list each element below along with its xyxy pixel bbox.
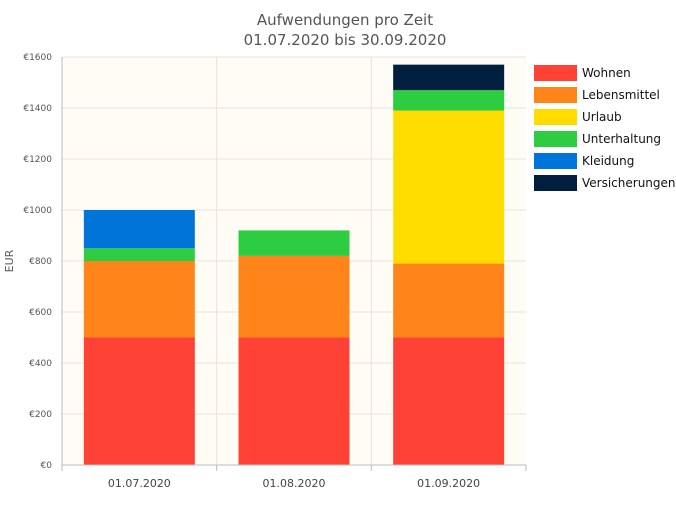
bar-wohnen-2 — [238, 337, 350, 465]
y-tick-label: €600 — [29, 308, 52, 318]
legend-swatch-urlaub — [534, 109, 577, 125]
legend-swatch-kleidung — [534, 153, 577, 169]
y-tick-label: €200 — [29, 410, 52, 420]
y-tick-label: €1200 — [23, 155, 52, 165]
bar-lebensmittel-1 — [83, 261, 195, 338]
x-tick-label: 01.09.2020 — [417, 477, 480, 490]
bar-wohnen-1 — [83, 337, 195, 465]
bar-versicherungen-3 — [393, 64, 505, 91]
bar-unterhaltung-3 — [393, 90, 505, 111]
bar-lebensmittel-3 — [393, 263, 505, 338]
legend-label-unterhaltung: Unterhaltung — [582, 132, 661, 146]
bar-unterhaltung-1 — [83, 248, 195, 261]
x-axis-ticks: 01.07.2020 01.08.2020 01.09.2020 — [108, 477, 480, 490]
y-tick-label: €400 — [29, 359, 52, 369]
legend-swatch-lebensmittel — [534, 87, 577, 103]
y-tick-label: €800 — [29, 257, 52, 267]
bar-kleidung-1 — [83, 210, 195, 249]
y-tick-label: €1400 — [23, 104, 52, 114]
legend-swatch-unterhaltung — [534, 131, 577, 147]
y-tick-label: €0 — [41, 461, 53, 471]
bar-unterhaltung-2 — [238, 230, 350, 256]
legend-label-urlaub: Urlaub — [582, 110, 622, 124]
x-tick-label: 01.08.2020 — [263, 477, 326, 490]
legend-label-wohnen: Wohnen — [582, 66, 631, 80]
x-tick-label: 01.07.2020 — [108, 477, 171, 490]
legend: Wohnen Lebensmittel Urlaub Unterhaltung Klei… — [534, 65, 676, 191]
legend-label-versicherungen: Versicherungen — [582, 176, 676, 190]
bar-wohnen-3 — [393, 337, 505, 465]
bars — [83, 64, 505, 465]
legend-label-kleidung: Kleidung — [582, 154, 634, 168]
bar-urlaub-3 — [393, 110, 505, 264]
y-axis-ticks: €0 €200 €400 €600 €800 €1000 €1200 €1400 €1600 — [23, 53, 52, 471]
legend-swatch-versicherungen — [534, 175, 577, 191]
chart-subtitle: 01.07.2020 bis 30.09.2020 — [244, 31, 447, 49]
y-tick-label: €1000 — [23, 206, 52, 216]
bar-lebensmittel-2 — [238, 255, 350, 338]
axes — [61, 57, 527, 471]
legend-label-lebensmittel: Lebensmittel — [582, 88, 660, 102]
legend-swatch-wohnen — [534, 65, 577, 81]
chart-title: Aufwendungen pro Zeit — [257, 11, 433, 29]
y-axis-label: EUR — [3, 249, 16, 272]
y-tick-label: €1600 — [23, 53, 52, 63]
